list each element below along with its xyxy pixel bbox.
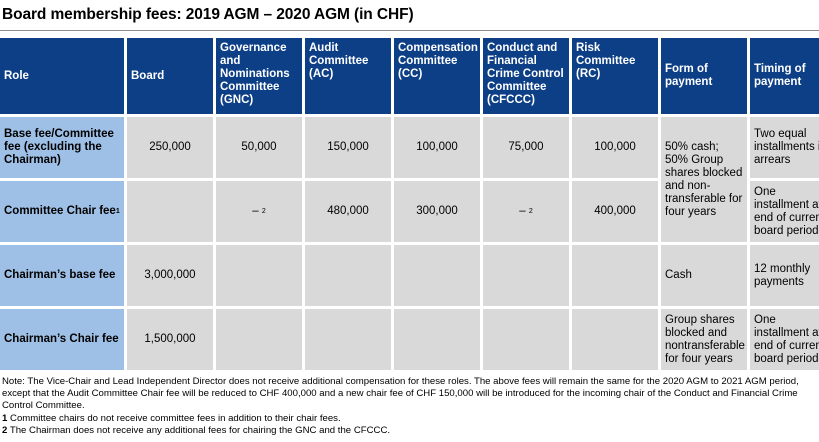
page-title: Board membership fees: 2019 AGM – 2020 A… (2, 6, 414, 23)
row-role: Chairman’s base fee (0, 245, 124, 306)
footnote-number: 2 (2, 424, 8, 436)
footnote-text: The Chairman does not receive any additi… (9, 424, 391, 436)
cell-board (127, 181, 213, 242)
cell-ac (305, 309, 391, 370)
cell-cfccc: – 2 (483, 181, 569, 242)
cell-cc (394, 245, 480, 306)
header-rc: Risk Committee (RC) (572, 38, 658, 114)
role-label: Committee Chair fee (4, 205, 116, 217)
cell-ac: 480,000 (305, 181, 391, 242)
title-divider (0, 30, 819, 31)
cell-ac: 150,000 (305, 117, 391, 178)
cell-timing: 12 monthly payments (750, 245, 819, 306)
dash-value: – (252, 205, 259, 217)
cell-payment-merged: 50% cash; 50% Group shares blocked and n… (661, 117, 747, 242)
cell-cc: 100,000 (394, 117, 480, 178)
cell-timing: One installment at end of current board … (750, 309, 819, 370)
cell-board: 3,000,000 (127, 245, 213, 306)
cell-ac (305, 245, 391, 306)
footnote-text: Committee chairs do not receive committe… (10, 412, 341, 424)
header-ac: Audit Committee (AC) (305, 38, 391, 114)
note-main: Note: The Vice-Chair and Lead Independen… (2, 376, 799, 412)
cell-cfccc (483, 245, 569, 306)
header-gnc: Governance and Nominations Committee (GN… (216, 38, 302, 114)
header-payment: Form of payment (661, 38, 747, 114)
cell-cc: 300,000 (394, 181, 480, 242)
cell-timing: One installment at end of current board … (750, 181, 819, 242)
cell-payment: Cash (661, 245, 747, 306)
cell-cfccc (483, 309, 569, 370)
footnote-1: 1 Committee chairs do not receive commit… (2, 413, 817, 425)
header-board: Board (127, 38, 213, 114)
cell-timing: Two equal installments in arrears (750, 117, 819, 178)
cell-rc (572, 245, 658, 306)
header-cc: Compensation Committee (CC) (394, 38, 480, 114)
footnote-2: 2 The Chairman does not receive any addi… (2, 425, 817, 437)
fees-table: Role Board Governance and Nominations Co… (0, 38, 819, 370)
dash-value: – (519, 205, 526, 217)
header-cfccc: Conduct and Financial Crime Control Comm… (483, 38, 569, 114)
cell-gnc: 50,000 (216, 117, 302, 178)
footnotes: Note: The Vice-Chair and Lead Independen… (2, 376, 817, 437)
cell-gnc (216, 309, 302, 370)
cell-payment: Group shares blocked and nontransferable… (661, 309, 747, 370)
cell-cfccc: 75,000 (483, 117, 569, 178)
cell-rc: 100,000 (572, 117, 658, 178)
cell-rc (572, 309, 658, 370)
row-role: Base fee/Committee fee (excluding the Ch… (0, 117, 124, 178)
cell-cc (394, 309, 480, 370)
cell-gnc (216, 245, 302, 306)
row-role: Committee Chair fee 1 (0, 181, 124, 242)
cell-gnc: – 2 (216, 181, 302, 242)
header-role: Role (0, 38, 124, 114)
cell-board: 1,500,000 (127, 309, 213, 370)
cell-board: 250,000 (127, 117, 213, 178)
header-timing: Timing of payment (750, 38, 819, 114)
footnote-number: 1 (2, 412, 8, 424)
row-role: Chairman’s Chair fee (0, 309, 124, 370)
cell-rc: 400,000 (572, 181, 658, 242)
